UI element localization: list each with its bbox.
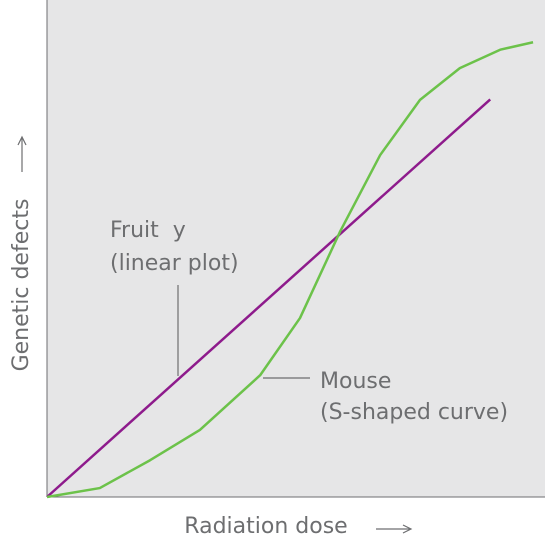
annotation: Fruit y [110,218,186,243]
y-axis-label: Genetic defects [9,199,34,372]
x-axis-label: Radiation dose [184,514,347,539]
x-arrow [376,524,413,534]
annotation: (S-shaped curve) [320,400,508,425]
y-arrow [17,135,27,172]
annotation: Mouse [320,369,391,394]
line-series [46,98,492,498]
plot-area [47,0,545,497]
line-series [46,41,534,499]
annotation: (linear plot) [110,251,239,276]
